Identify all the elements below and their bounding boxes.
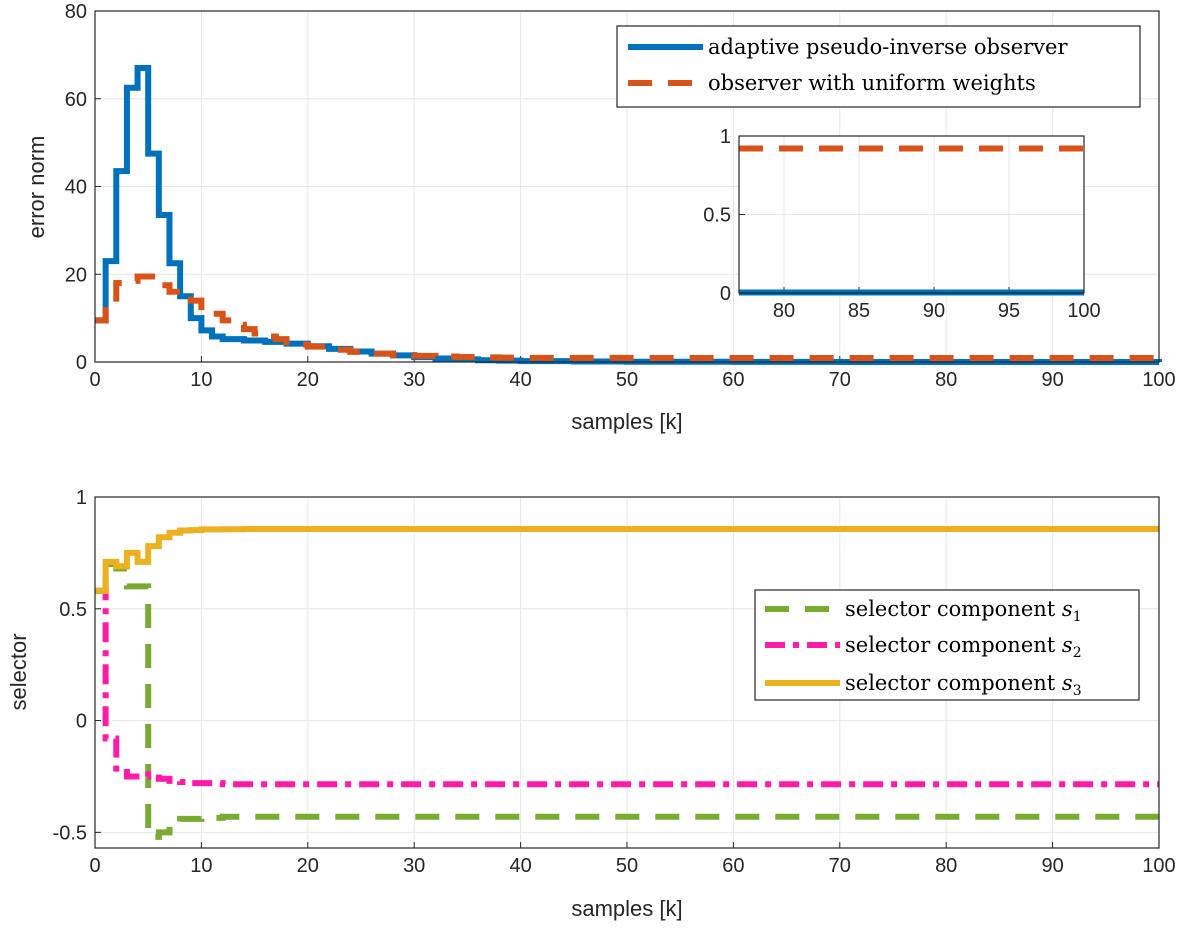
legend-label-s2-text: selector component (845, 633, 1062, 657)
top-x-tick-label: 60 (722, 369, 744, 391)
bottom-x-tick-label: 10 (190, 855, 212, 877)
legend-label-s3: selector component s3 (845, 671, 1082, 699)
top-series-2 (95, 273, 1159, 361)
bottom-x-tick-label: 70 (829, 855, 851, 877)
legend-symbol-s: s (1062, 671, 1073, 695)
top-x-tick-label: 10 (190, 369, 212, 391)
legend-label-adaptive: adaptive pseudo-inverse observer (708, 35, 1068, 59)
inset-y-tick-label: 0 (720, 283, 731, 305)
top-y-tick-label: 20 (65, 264, 87, 286)
inset-x-tick-label: 85 (848, 300, 870, 322)
top-x-tick-label: 70 (829, 369, 851, 391)
top-x-tick-label: 20 (297, 369, 319, 391)
axes-box (94, 10, 1160, 363)
bottom-x-tick-label: 60 (722, 855, 744, 877)
bottom-x-tick-label: 30 (403, 855, 425, 877)
legend-subscript-s3: 3 (1073, 683, 1082, 699)
top-x-tick-label: 40 (509, 369, 531, 391)
legend-label-s1: selector component s1 (845, 597, 1082, 625)
bottom-x-tick-label: 0 (89, 855, 100, 877)
bottom-y-tick-label: 0 (76, 711, 87, 733)
bottom-x-tick-label: 90 (1041, 855, 1063, 877)
bottom-series-2 (95, 587, 1159, 788)
ticks: 0 10 20 30 40 50 60 70 80 90 100-0.500.51 (53, 487, 1176, 877)
inset-x-tick-label: 90 (923, 300, 945, 322)
x-axis-label: samples [k] (571, 896, 682, 921)
top-x-tick-label: 90 (1041, 369, 1063, 391)
bottom-y-tick-label: -0.5 (53, 822, 87, 844)
inset-chart: 80 85 90 95 100 0 0.5 1 (703, 126, 1101, 322)
legend-box (616, 25, 1141, 108)
axes-box (94, 496, 1160, 849)
selector-chart: 0 10 20 30 40 50 60 70 80 90 100-0.500.51 samples … (6, 487, 1176, 921)
bottom-y-tick-label: 1 (76, 487, 87, 509)
legend-symbol-s: s (1062, 633, 1073, 657)
legend-label-s3-text: selector component (845, 671, 1062, 695)
inset-axes-box (738, 135, 1085, 294)
bottom-y-tick-label: 0.5 (59, 599, 87, 621)
legend-label-s1-text: selector component (845, 597, 1062, 621)
bottom-x-tick-label: 80 (935, 855, 957, 877)
top-x-tick-label: 80 (935, 369, 957, 391)
top-x-tick-label: 30 (403, 369, 425, 391)
y-axis-label: error norm (24, 136, 49, 239)
bottom-x-tick-label: 40 (509, 855, 531, 877)
legend-label-s2: selector component s2 (845, 633, 1082, 661)
inset-x-tick-label: 80 (773, 300, 795, 322)
top-y-tick-label: 60 (65, 89, 87, 111)
series-layer (95, 525, 1159, 840)
top-x-tick-label: 50 (616, 369, 638, 391)
bottom-x-tick-label: 50 (616, 855, 638, 877)
legend: adaptive pseudo-inverse observer observe… (616, 25, 1141, 108)
bottom-x-tick-label: 100 (1142, 855, 1175, 877)
top-x-tick-label: 100 (1142, 369, 1175, 391)
top-y-tick-label: 80 (65, 1, 87, 23)
bottom-series-3 (95, 525, 1159, 594)
top-x-tick-label: 0 (89, 369, 100, 391)
legend: selector component s1 selector component… (754, 589, 1140, 701)
inset-y-tick-label: 0.5 (703, 205, 731, 227)
inset-x-tick-label: 100 (1067, 300, 1100, 322)
y-axis-label: selector (6, 633, 31, 710)
inset-x-tick-label: 95 (998, 300, 1020, 322)
legend-subscript-s2: 2 (1073, 645, 1082, 661)
legend-symbol-s: s (1062, 597, 1073, 621)
top-y-tick-label: 40 (65, 177, 87, 199)
x-axis-label: samples [k] (571, 409, 682, 434)
bottom-x-tick-label: 20 (297, 855, 319, 877)
inset-y-tick-label: 1 (720, 126, 731, 148)
top-y-tick-label: 0 (76, 352, 87, 374)
legend-label-uniform: observer with uniform weights (708, 71, 1036, 95)
inset-ticks: 80 85 90 95 100 0 0.5 1 (703, 126, 1101, 322)
legend-subscript-s1: 1 (1073, 609, 1082, 625)
